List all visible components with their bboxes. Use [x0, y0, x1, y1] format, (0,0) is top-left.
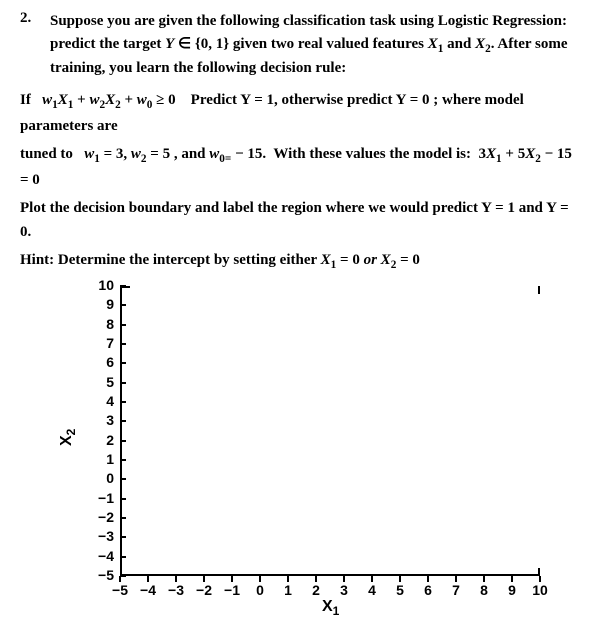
x-tick-label: 2 — [312, 582, 320, 598]
x-tick-label: 4 — [368, 582, 376, 598]
x-tick-label: −1 — [224, 582, 240, 598]
y-tick — [120, 382, 126, 384]
plot-corner-tick — [538, 568, 540, 576]
rule-expr: w1X1 + w2X2 + w0 ≥ 0 — [42, 92, 176, 108]
tuned-values: w1 = 3, w2 = 5 , and w0= − 15. — [84, 146, 266, 162]
x-tick-label: 9 — [508, 582, 516, 598]
x-tick-label: 5 — [396, 582, 404, 598]
y-tick-label: 9 — [84, 296, 114, 312]
y-tick-label: 3 — [84, 412, 114, 428]
y-tick-label: −1 — [84, 490, 114, 506]
y-axis-title: X2 — [58, 429, 78, 446]
x-tick-label: −4 — [140, 582, 156, 598]
x-tick-label: 10 — [532, 582, 548, 598]
y-tick — [120, 362, 126, 364]
y-tick-label: 5 — [84, 374, 114, 390]
hint-expr: X1 = 0 or X2 = 0 — [321, 252, 420, 268]
y-tick-label: 0 — [84, 470, 114, 486]
y-tick — [120, 343, 126, 345]
y-tick-label: 6 — [84, 354, 114, 370]
y-tick-label: −2 — [84, 509, 114, 525]
y-tick-label: −3 — [84, 528, 114, 544]
question-number: 2. — [20, 10, 38, 80]
tuned-line: tuned to w1 = 3, w2 = 5 , and w0= − 15. … — [20, 142, 582, 192]
y-tick — [120, 285, 126, 287]
y-tick — [120, 304, 126, 306]
plot-instruction: Plot the decision boundary and label the… — [20, 196, 582, 244]
x-tick-label: −2 — [196, 582, 212, 598]
y-tick — [120, 459, 126, 461]
y-tick-label: 1 — [84, 451, 114, 467]
y-tick — [120, 401, 126, 403]
decision-rule-line: If w1X1 + w2X2 + w0 ≥ 0 Predict Y = 1, o… — [20, 88, 582, 138]
y-tick — [120, 536, 126, 538]
tuned-prefix: tuned to — [20, 146, 73, 162]
y-tick — [120, 420, 126, 422]
x-tick-label: 0 — [256, 582, 264, 598]
hint-prefix: Hint: Determine the intercept by setting… — [20, 252, 317, 268]
y-tick-label: 2 — [84, 432, 114, 448]
y-tick-label: 8 — [84, 316, 114, 332]
x-tick-label: 1 — [284, 582, 292, 598]
y-tick-label: 10 — [84, 277, 114, 293]
x-tick-label: 6 — [424, 582, 432, 598]
rule-if: If — [20, 92, 31, 108]
question-intro: Suppose you are given the following clas… — [50, 10, 582, 80]
model-text: With these values the model is: — [273, 146, 471, 162]
y-tick-label: −4 — [84, 548, 114, 564]
y-tick — [120, 440, 126, 442]
x-tick-label: −5 — [112, 582, 128, 598]
y-tick — [120, 556, 126, 558]
x-tick-label: 3 — [340, 582, 348, 598]
plot-corner-tick — [538, 286, 540, 294]
hint-line: Hint: Determine the intercept by setting… — [20, 248, 582, 274]
x-tick-label: −3 — [168, 582, 184, 598]
y-tick — [120, 324, 126, 326]
x-tick-label: 7 — [452, 582, 460, 598]
y-tick — [120, 498, 126, 500]
plot-area — [120, 286, 540, 576]
y-tick-label: −5 — [84, 567, 114, 583]
y-tick — [120, 478, 126, 480]
x-tick-label: 8 — [480, 582, 488, 598]
y-tick-label: 7 — [84, 335, 114, 351]
y-tick-label: 4 — [84, 393, 114, 409]
x-axis-title: X1 — [322, 598, 339, 618]
y-tick — [120, 517, 126, 519]
chart: X2 X1 −5 −4 −3 −2 −1 0 1 2 3 4 5 6 7 8 9 10 −5 −4 −3 −2 −1 0 1… — [50, 286, 570, 626]
